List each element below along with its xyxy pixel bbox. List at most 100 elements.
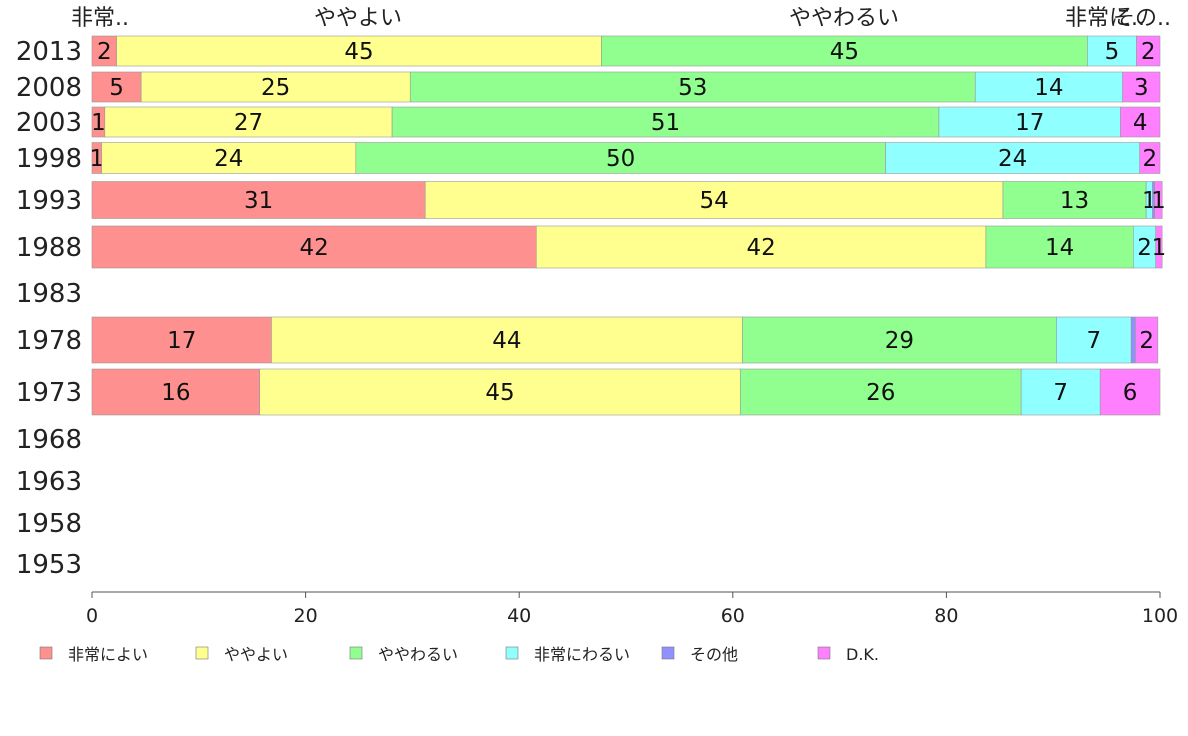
bar-value-label: 51 — [651, 110, 680, 136]
bar-value-label: 45 — [830, 39, 859, 65]
bar-segment-1973-4 — [1020, 368, 1101, 416]
x-tick-label: 0 — [86, 605, 98, 627]
legend-label: ややわるい — [378, 645, 458, 664]
bar-value-label: 13 — [1060, 188, 1089, 214]
year-label: 1978 — [16, 326, 82, 356]
bar-segment-2013-3 — [601, 35, 1088, 67]
bar-value-label: 2 — [1143, 146, 1158, 172]
bar-value-label: 2 — [1137, 235, 1152, 261]
bar-value-label: 6 — [1123, 380, 1138, 406]
year-label: 1998 — [16, 144, 82, 174]
bar-segment-1993-3 — [1002, 181, 1147, 219]
bar-segment-1988-6 — [1155, 225, 1163, 269]
year-label: 1963 — [16, 467, 82, 497]
bar-segment-1978-1 — [91, 316, 272, 364]
bar-segment-1993-1 — [91, 181, 426, 219]
bar-value-label: 31 — [244, 188, 273, 214]
bar-value-label: 7 — [1053, 380, 1068, 406]
bar-segment-1998-2 — [101, 142, 357, 174]
bar-value-label: 24 — [214, 146, 243, 172]
bar-segment-2008-2 — [140, 71, 411, 103]
bar-segment-2013-6 — [1136, 35, 1161, 67]
year-label: 2013 — [16, 37, 82, 67]
year-label: 1968 — [16, 425, 82, 455]
bar-value-label: 17 — [167, 328, 196, 354]
bar-value-label: 3 — [1134, 75, 1149, 101]
legend-swatch — [195, 646, 209, 660]
bar-segment-2008-6 — [1122, 71, 1161, 103]
bar-value-label: 2 — [97, 39, 112, 65]
bar-value-label: 5 — [1105, 39, 1120, 65]
bar-value-label: 7 — [1086, 328, 1101, 354]
bar-segment-1973-3 — [739, 368, 1022, 416]
year-label: 1953 — [16, 550, 82, 580]
bar-value-label: 25 — [261, 75, 290, 101]
year-label: 1973 — [16, 378, 82, 408]
year-label: 1983 — [16, 279, 82, 309]
bar-segment-1998-3 — [355, 142, 886, 174]
bar-value-label: 1 — [91, 110, 106, 136]
bar-segment-1993-6 — [1154, 181, 1163, 219]
bar-value-label: 2 — [1141, 39, 1156, 65]
bar-segment-1978-6 — [1135, 316, 1159, 364]
bar-segment-2003-6 — [1120, 106, 1161, 138]
bar-segment-2008-1 — [91, 71, 142, 103]
bar-segment-2013-2 — [116, 35, 602, 67]
column-header-label: 非常に.. — [1065, 6, 1145, 31]
column-header-label: ややよい — [314, 6, 402, 31]
column-header-label: その.. — [1113, 6, 1171, 31]
bar-value-label: 42 — [300, 235, 329, 261]
bar-value-label: 27 — [234, 110, 263, 136]
bar-segment-1973-2 — [259, 368, 741, 416]
legend-swatch — [817, 646, 831, 660]
bar-segment-1973-6 — [1099, 368, 1161, 416]
bar-value-label: 2 — [1139, 328, 1154, 354]
x-tick-label: 100 — [1142, 605, 1178, 627]
year-label: 1988 — [16, 233, 82, 263]
x-tick-label: 80 — [934, 605, 958, 627]
bar-segment-2008-4 — [974, 71, 1123, 103]
bar-segment-2013-1 — [91, 35, 117, 67]
x-tick-label: 20 — [294, 605, 318, 627]
bar-value-label: 45 — [344, 39, 373, 65]
column-header-label: ややわるい — [789, 6, 899, 31]
x-tick-label: 60 — [721, 605, 745, 627]
legend-label: ややよい — [224, 645, 288, 664]
legend-swatch — [39, 646, 53, 660]
bar-segment-1998-6 — [1139, 142, 1161, 174]
legend-label: 非常によい — [68, 645, 148, 664]
bar-segment-1988-2 — [535, 225, 987, 269]
legend-label: D.K. — [846, 645, 879, 664]
bar-value-label: 26 — [866, 380, 895, 406]
bar-segment-1978-2 — [271, 316, 743, 364]
bar-segment-1973-1 — [91, 368, 260, 416]
bar-segment-2003-2 — [104, 106, 393, 138]
bar-value-label: 54 — [699, 188, 728, 214]
legend-label: 非常にわるい — [534, 645, 630, 664]
bar-value-label: 24 — [998, 146, 1027, 172]
bar-value-label: 1 — [1151, 188, 1166, 214]
bar-value-label: 29 — [885, 328, 914, 354]
bar-value-label: 44 — [492, 328, 521, 354]
year-label: 1993 — [16, 186, 82, 216]
bar-value-label: 53 — [678, 75, 707, 101]
bar-segment-1998-4 — [885, 142, 1141, 174]
year-label: 2008 — [16, 73, 82, 103]
legend-swatch — [505, 646, 519, 660]
legend-swatch — [349, 646, 363, 660]
bar-segment-2003-3 — [391, 106, 940, 138]
bar-segment-1993-2 — [424, 181, 1004, 219]
year-label: 1958 — [16, 509, 82, 539]
bar-segment-1978-5 — [1130, 316, 1136, 364]
bar-value-label: 50 — [606, 146, 635, 172]
bar-value-label: 1 — [89, 146, 104, 172]
bar-value-label: 45 — [485, 380, 514, 406]
bar-value-label: 14 — [1045, 235, 1074, 261]
legend-label: その他 — [690, 645, 738, 664]
x-tick-label: 40 — [507, 605, 531, 627]
bar-value-label: 14 — [1034, 75, 1063, 101]
year-label: 2003 — [16, 108, 82, 138]
bar-segment-1988-3 — [985, 225, 1134, 269]
bar-value-label: 1 — [1152, 235, 1167, 261]
